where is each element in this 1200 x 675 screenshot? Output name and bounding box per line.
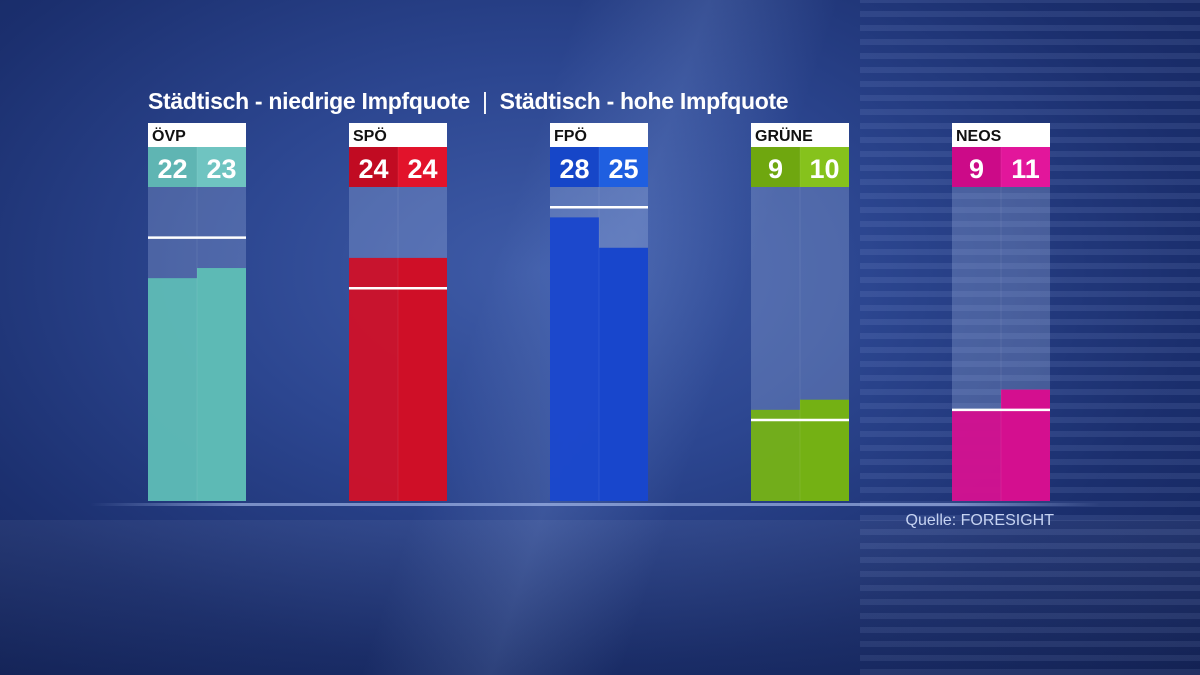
party-label-box	[550, 123, 648, 147]
party-group-4: NEOS 9 11	[952, 123, 1050, 501]
party-group-1: SPÖ 24 24	[349, 123, 447, 501]
bar	[148, 278, 197, 501]
value-box	[398, 147, 447, 187]
value-box	[1001, 147, 1050, 187]
data-label: 25	[608, 154, 638, 184]
data-label: 23	[206, 154, 236, 184]
bar	[197, 268, 246, 501]
source-label: Quelle: FORESIGHT	[905, 512, 1054, 529]
chart-baseline	[90, 503, 1100, 506]
bar	[550, 217, 599, 502]
data-label: 24	[407, 154, 437, 184]
party-label-box	[952, 123, 1050, 147]
title-left: Städtisch - niedrige Impfquote	[148, 87, 470, 114]
data-label: 9	[969, 154, 984, 184]
bar	[1001, 389, 1050, 501]
title-separator: |	[481, 87, 488, 114]
party-label: NEOS	[956, 128, 1002, 145]
bar	[952, 409, 1001, 501]
party-label: GRÜNE	[755, 126, 813, 145]
data-label: 28	[559, 154, 589, 184]
data-label: 11	[1011, 154, 1040, 184]
party-label-box	[148, 123, 246, 147]
party-label: ÖVP	[152, 126, 186, 145]
chart-title: Städtisch - niedrige Impfquote | Städtis…	[148, 86, 789, 116]
party-label: FPÖ	[554, 126, 587, 145]
party-group-2: FPÖ 28 25	[550, 123, 648, 502]
data-label: 22	[157, 154, 187, 184]
party-group-3: GRÜNE 9 10	[751, 123, 849, 501]
value-box	[349, 147, 398, 187]
value-box	[751, 147, 800, 187]
data-label: 24	[358, 154, 388, 184]
value-box	[550, 147, 599, 187]
party-label: SPÖ	[353, 126, 387, 145]
value-box	[952, 147, 1001, 187]
data-label: 10	[809, 154, 839, 184]
value-box	[599, 147, 648, 187]
data-label: 9	[768, 154, 783, 184]
title-right: Städtisch - hohe Impfquote	[499, 87, 789, 114]
value-box	[148, 147, 197, 187]
party-group-0: ÖVP 22 23	[148, 123, 246, 501]
bar	[800, 399, 849, 501]
value-box	[197, 147, 246, 187]
bar	[349, 257, 398, 501]
bar	[398, 257, 447, 501]
bar	[751, 409, 800, 501]
party-label-box	[349, 123, 447, 147]
party-label-box	[751, 123, 849, 147]
bar	[599, 247, 648, 501]
value-box	[800, 147, 849, 187]
